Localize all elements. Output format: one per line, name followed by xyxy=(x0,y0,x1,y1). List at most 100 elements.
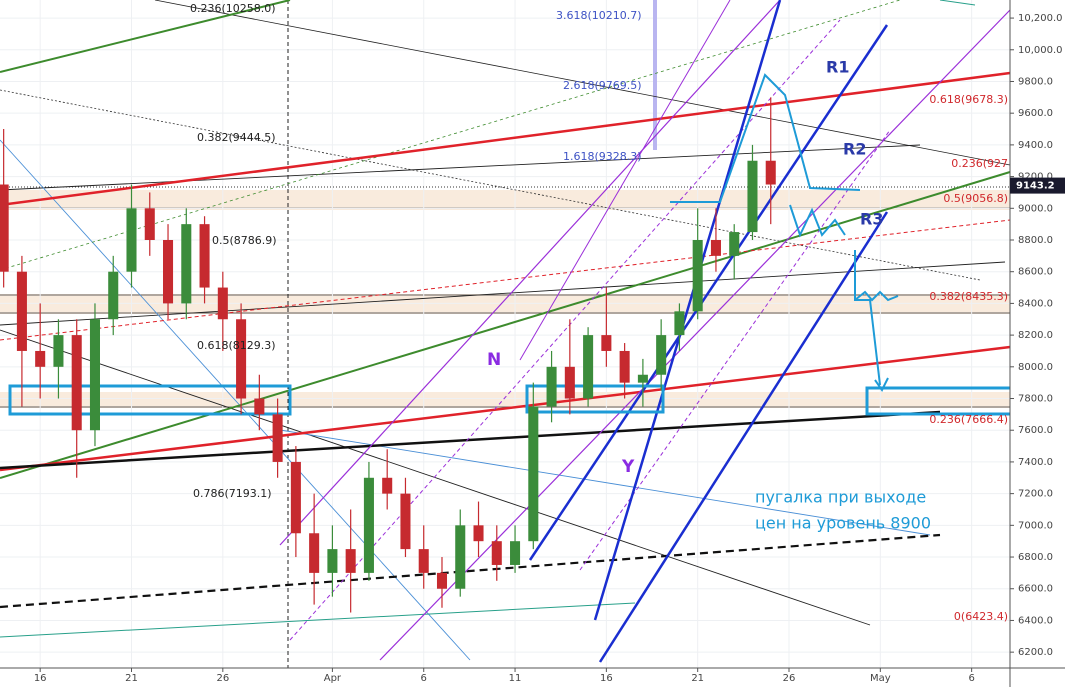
candle-body xyxy=(290,461,301,534)
note: пугалка при выходе xyxy=(755,488,926,507)
y-tick-label: 9400.0 xyxy=(1018,140,1053,151)
level-label: R1 xyxy=(826,58,849,77)
candle-body xyxy=(473,525,484,542)
fib-label: 0.786(7193.1) xyxy=(193,487,272,500)
x-tick-label: 21 xyxy=(691,673,704,684)
candle-body xyxy=(217,287,228,320)
candle-body xyxy=(491,541,502,565)
candle-body xyxy=(16,271,27,351)
candle-body xyxy=(418,549,429,573)
fib-label: 0.618(9678.3) xyxy=(929,93,1008,106)
y-tick-label: 9200.0 xyxy=(1018,172,1053,183)
candle-body xyxy=(0,184,9,272)
level-label: R3 xyxy=(860,210,883,229)
candle-body xyxy=(400,493,411,550)
candle-body xyxy=(199,224,210,288)
y-tick-label: 8200.0 xyxy=(1018,330,1053,341)
y-tick-label: 7200.0 xyxy=(1018,489,1053,500)
fib-label: 0.236(927 xyxy=(951,157,1008,170)
fib-label: 0.236(10258.0) xyxy=(190,2,276,15)
annotations: 0.236(10258.0) 0.382(9444.5) 0.5(8786.9)… xyxy=(190,2,1008,623)
candle-body xyxy=(126,208,137,272)
candle-body xyxy=(163,239,174,304)
candle-body xyxy=(254,398,265,415)
fib-label: 0.618(8129.3) xyxy=(197,339,276,352)
candle-body xyxy=(528,406,539,542)
fib-label: 0(6423.4) xyxy=(954,610,1008,623)
y-tick-label: 10,000.0 xyxy=(1018,45,1063,56)
x-tick-label: 21 xyxy=(125,673,138,684)
candle-body xyxy=(382,477,393,494)
candle-body xyxy=(455,525,466,589)
x-tick-label: Apr xyxy=(324,673,342,684)
fib-label: 3.618(10210.7) xyxy=(556,9,642,22)
level-label: R2 xyxy=(843,140,866,159)
candle-body xyxy=(327,549,338,573)
x-tick-label: May xyxy=(870,673,891,684)
candle-body xyxy=(583,335,594,399)
y-tick-label: 10,200.0 xyxy=(1018,13,1063,24)
candle-body xyxy=(89,319,100,431)
candle-body xyxy=(546,366,557,407)
candle-body xyxy=(181,224,192,304)
candle-body xyxy=(236,319,247,399)
y-tick-label: 7600.0 xyxy=(1018,425,1053,436)
candle-body xyxy=(656,335,667,375)
y-tick-label: 9000.0 xyxy=(1018,203,1053,214)
price-axis-bg xyxy=(1010,0,1065,687)
fib-label: 0.382(9444.5) xyxy=(197,131,276,144)
candle-body xyxy=(363,477,374,573)
y-tick-label: 7000.0 xyxy=(1018,520,1053,531)
wave-label: N xyxy=(487,350,501,370)
last-price-box xyxy=(1010,177,1065,194)
candle-body xyxy=(710,239,721,256)
candle-body xyxy=(108,271,119,320)
candle-body xyxy=(309,533,320,573)
candle-body xyxy=(53,335,64,367)
x-tick-label: 16 xyxy=(600,673,613,684)
y-tick-label: 9600.0 xyxy=(1018,108,1053,119)
candle-body xyxy=(765,160,776,185)
y-tick-label: 9800.0 xyxy=(1018,76,1053,87)
candle-body xyxy=(436,572,448,589)
x-tick-label: 26 xyxy=(783,673,796,684)
y-tick-label: 8000.0 xyxy=(1018,362,1053,373)
x-tick-label: 26 xyxy=(216,673,229,684)
candle-body xyxy=(35,350,46,367)
candles xyxy=(0,97,776,613)
candle-body xyxy=(144,208,155,240)
candle-body xyxy=(729,232,740,256)
fib-label: 1.618(9328.3) xyxy=(563,150,642,163)
y-tick-label: 6400.0 xyxy=(1018,615,1053,626)
candle-body xyxy=(674,311,685,336)
x-tick-label: 16 xyxy=(34,673,47,684)
last-price-label: 9143.2 xyxy=(1016,181,1055,192)
wave-label: Y xyxy=(621,457,635,477)
candle-body xyxy=(564,366,575,399)
candle-body xyxy=(345,549,356,573)
x-tick-label: 6 xyxy=(968,673,974,684)
candle-body xyxy=(510,541,521,565)
fib-label: 0.382(8435.3) xyxy=(929,290,1008,303)
axis-labels: 6200.0 6400.0 6600.0 6800.0 7000.0 7200.0 7400… xyxy=(34,13,1065,684)
y-tick-label: 6600.0 xyxy=(1018,584,1053,595)
y-tick-label: 6200.0 xyxy=(1018,647,1053,658)
y-tick-label: 6800.0 xyxy=(1018,552,1053,563)
fib-label: 0.236(7666.4) xyxy=(929,413,1008,426)
candle-body xyxy=(619,350,630,383)
candle-body xyxy=(71,335,82,431)
note: цен на уровень 8900 xyxy=(755,514,931,533)
fib-label: 0.5(8786.9) xyxy=(212,234,277,247)
y-tick-label: 8600.0 xyxy=(1018,267,1053,278)
candle-body xyxy=(692,239,703,312)
y-tick-label: 8800.0 xyxy=(1018,235,1053,246)
x-tick-label: 6 xyxy=(421,673,427,684)
x-tick-label: 11 xyxy=(509,673,522,684)
drawings xyxy=(0,0,1014,668)
candle-body xyxy=(272,414,283,462)
fib-label: 2.618(9769.5) xyxy=(563,79,642,92)
y-tick-label: 7400.0 xyxy=(1018,457,1053,468)
fib-label: 0.5(9056.8) xyxy=(943,192,1008,205)
